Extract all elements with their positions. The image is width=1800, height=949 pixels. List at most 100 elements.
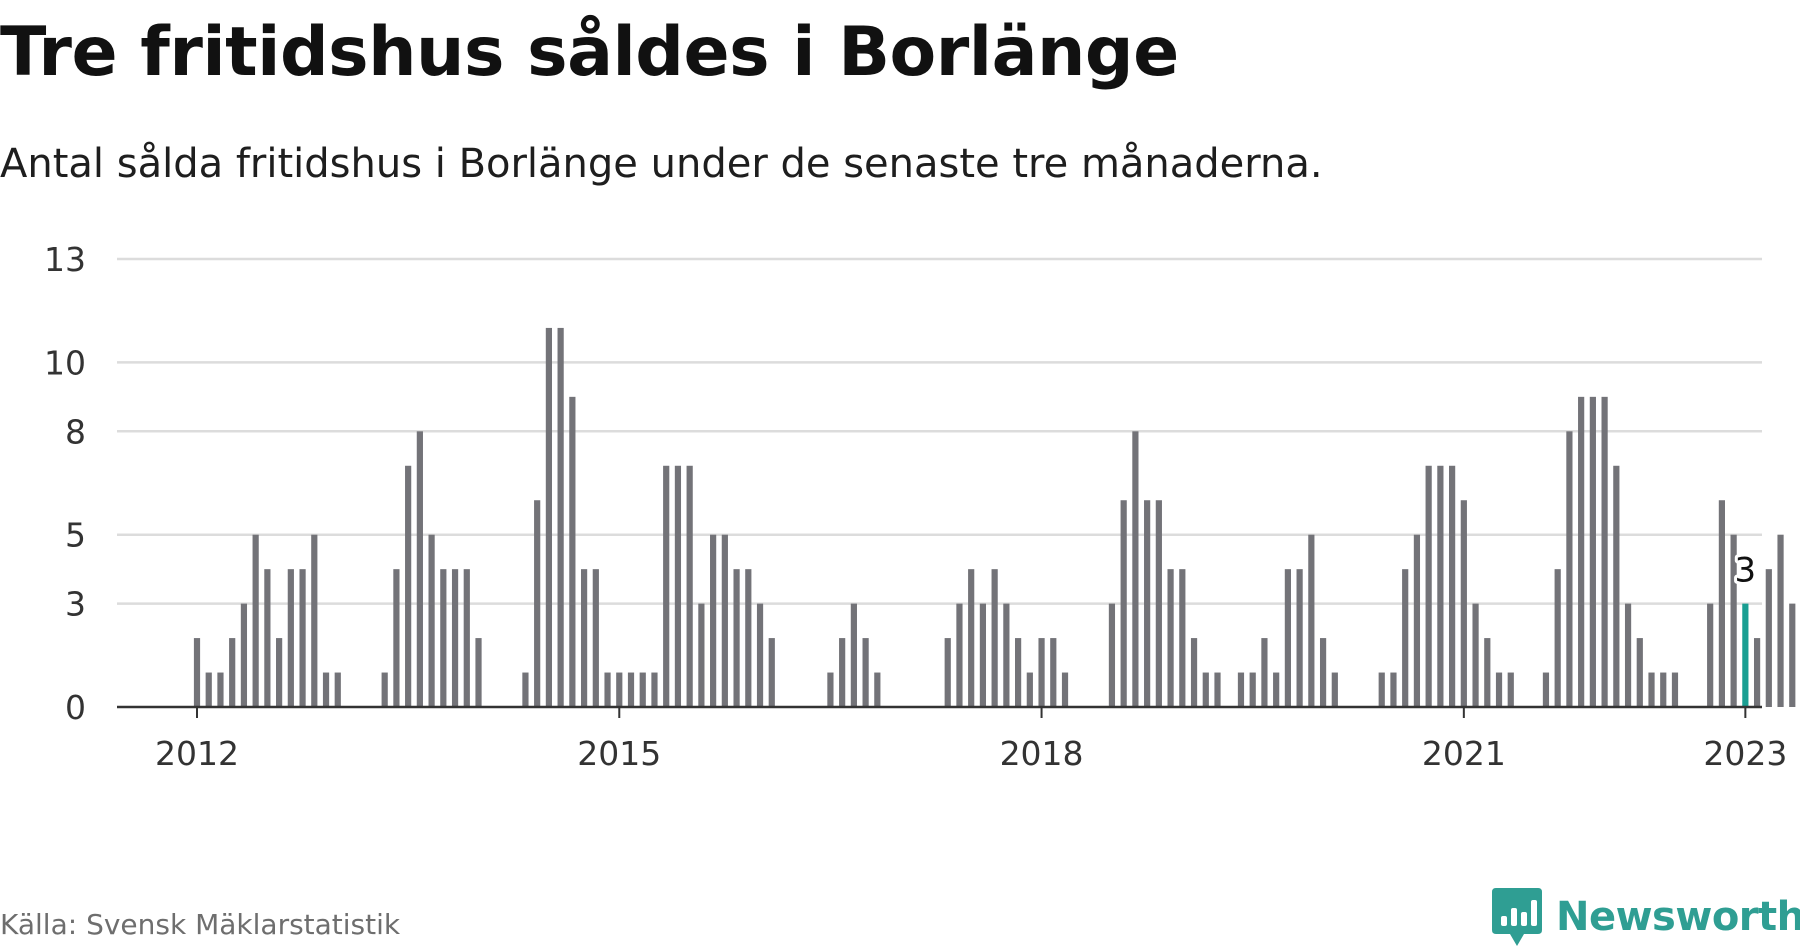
- bar: [862, 638, 869, 707]
- bar: [1202, 672, 1209, 707]
- bar: [440, 569, 447, 707]
- bar: [674, 465, 682, 707]
- bar: [968, 569, 975, 707]
- bar: [451, 569, 459, 707]
- bar: [1378, 672, 1385, 707]
- bar: [1578, 396, 1585, 707]
- bar: [1284, 569, 1291, 707]
- bar: [463, 569, 470, 707]
- bar: [1437, 465, 1444, 707]
- bar: [1789, 603, 1796, 707]
- bar: [1402, 569, 1409, 707]
- bar: [264, 569, 271, 707]
- bar: [639, 672, 646, 707]
- bar: [475, 638, 482, 707]
- bar: [1449, 465, 1456, 707]
- bar: [217, 672, 224, 707]
- bar: [1026, 672, 1033, 707]
- source-note: Källa: Svensk Mäklarstatistik: [0, 908, 401, 941]
- bar: [1308, 534, 1315, 707]
- bar: [698, 603, 705, 707]
- bar: [545, 327, 552, 707]
- y-axis-tick-labels: 0 3 5 8 10 13: [44, 240, 86, 727]
- bar: [1050, 638, 1057, 707]
- chart-title: Tre fritidshus såldes i Borlänge: [0, 13, 1179, 92]
- bar-highlight: [1742, 603, 1749, 707]
- bar: [405, 465, 412, 707]
- bar: [428, 534, 435, 707]
- bar: [276, 638, 283, 707]
- bar: [534, 500, 541, 707]
- bar: [1542, 672, 1550, 707]
- bar: [569, 396, 576, 707]
- bar: [1484, 638, 1491, 707]
- bar: [1108, 603, 1116, 707]
- bar: [1718, 500, 1725, 707]
- newsworthy-logo-icon: [1492, 888, 1542, 946]
- bar: [663, 465, 670, 707]
- bar: [768, 638, 775, 707]
- bar: [616, 672, 623, 707]
- bar: [334, 672, 341, 707]
- bar: [1003, 603, 1010, 707]
- gridlines: [117, 257, 1762, 605]
- bar: [839, 638, 846, 707]
- bar: [1648, 672, 1655, 707]
- bar: [299, 569, 306, 707]
- bar: [686, 465, 693, 707]
- bar: [1707, 603, 1714, 707]
- bar: [252, 534, 259, 707]
- bar: [1296, 569, 1303, 707]
- bar: [1730, 534, 1737, 707]
- x-tick-label: 2018: [1000, 734, 1084, 773]
- bar: [1413, 534, 1421, 707]
- bar: [979, 603, 987, 707]
- bar: [944, 638, 951, 707]
- bar: [1425, 465, 1432, 707]
- bar: [522, 672, 529, 707]
- y-tick-label: 0: [65, 688, 86, 727]
- x-tick-label: 2012: [155, 734, 239, 773]
- bar: [1155, 500, 1162, 707]
- bar: [710, 534, 717, 707]
- y-tick-label: 8: [65, 412, 86, 451]
- bar: [850, 603, 857, 707]
- bar: [1390, 672, 1397, 707]
- x-axis: [117, 705, 1762, 718]
- bar: [1144, 500, 1151, 707]
- bar: [1179, 569, 1186, 707]
- bar: [1167, 569, 1174, 707]
- bar: [733, 569, 740, 707]
- bar: [1015, 638, 1022, 707]
- x-axis-tick-labels: 2012 2015 2018 2021 2023: [155, 734, 1787, 773]
- bar: [557, 327, 564, 707]
- bar: [1554, 569, 1561, 707]
- bar: [1671, 672, 1679, 707]
- bar: [1120, 500, 1127, 707]
- y-tick-label: 3: [65, 585, 86, 624]
- bar: [651, 672, 658, 707]
- bar: [991, 569, 998, 707]
- x-tick-label: 2021: [1422, 734, 1506, 773]
- bar: [756, 603, 764, 707]
- y-tick-label: 10: [44, 343, 86, 382]
- bars: [193, 327, 1796, 707]
- newsworthy-brand[interactable]: Newsworthy: [1492, 885, 1800, 949]
- bar: [580, 569, 588, 707]
- bar: [1601, 396, 1608, 707]
- bar: [229, 638, 236, 707]
- bar: [1613, 465, 1620, 707]
- bar: [381, 672, 388, 707]
- bar: [1214, 672, 1221, 707]
- bar: [1460, 500, 1467, 707]
- bar: [393, 569, 400, 707]
- bar: [1319, 638, 1327, 707]
- bar: [1636, 638, 1643, 707]
- bar: [745, 569, 752, 707]
- bar: [1495, 672, 1503, 707]
- bar: [721, 534, 728, 707]
- data-labels: 3: [1732, 548, 1760, 594]
- bar: [311, 534, 318, 707]
- bar: [1038, 638, 1045, 707]
- bar: [1624, 603, 1632, 707]
